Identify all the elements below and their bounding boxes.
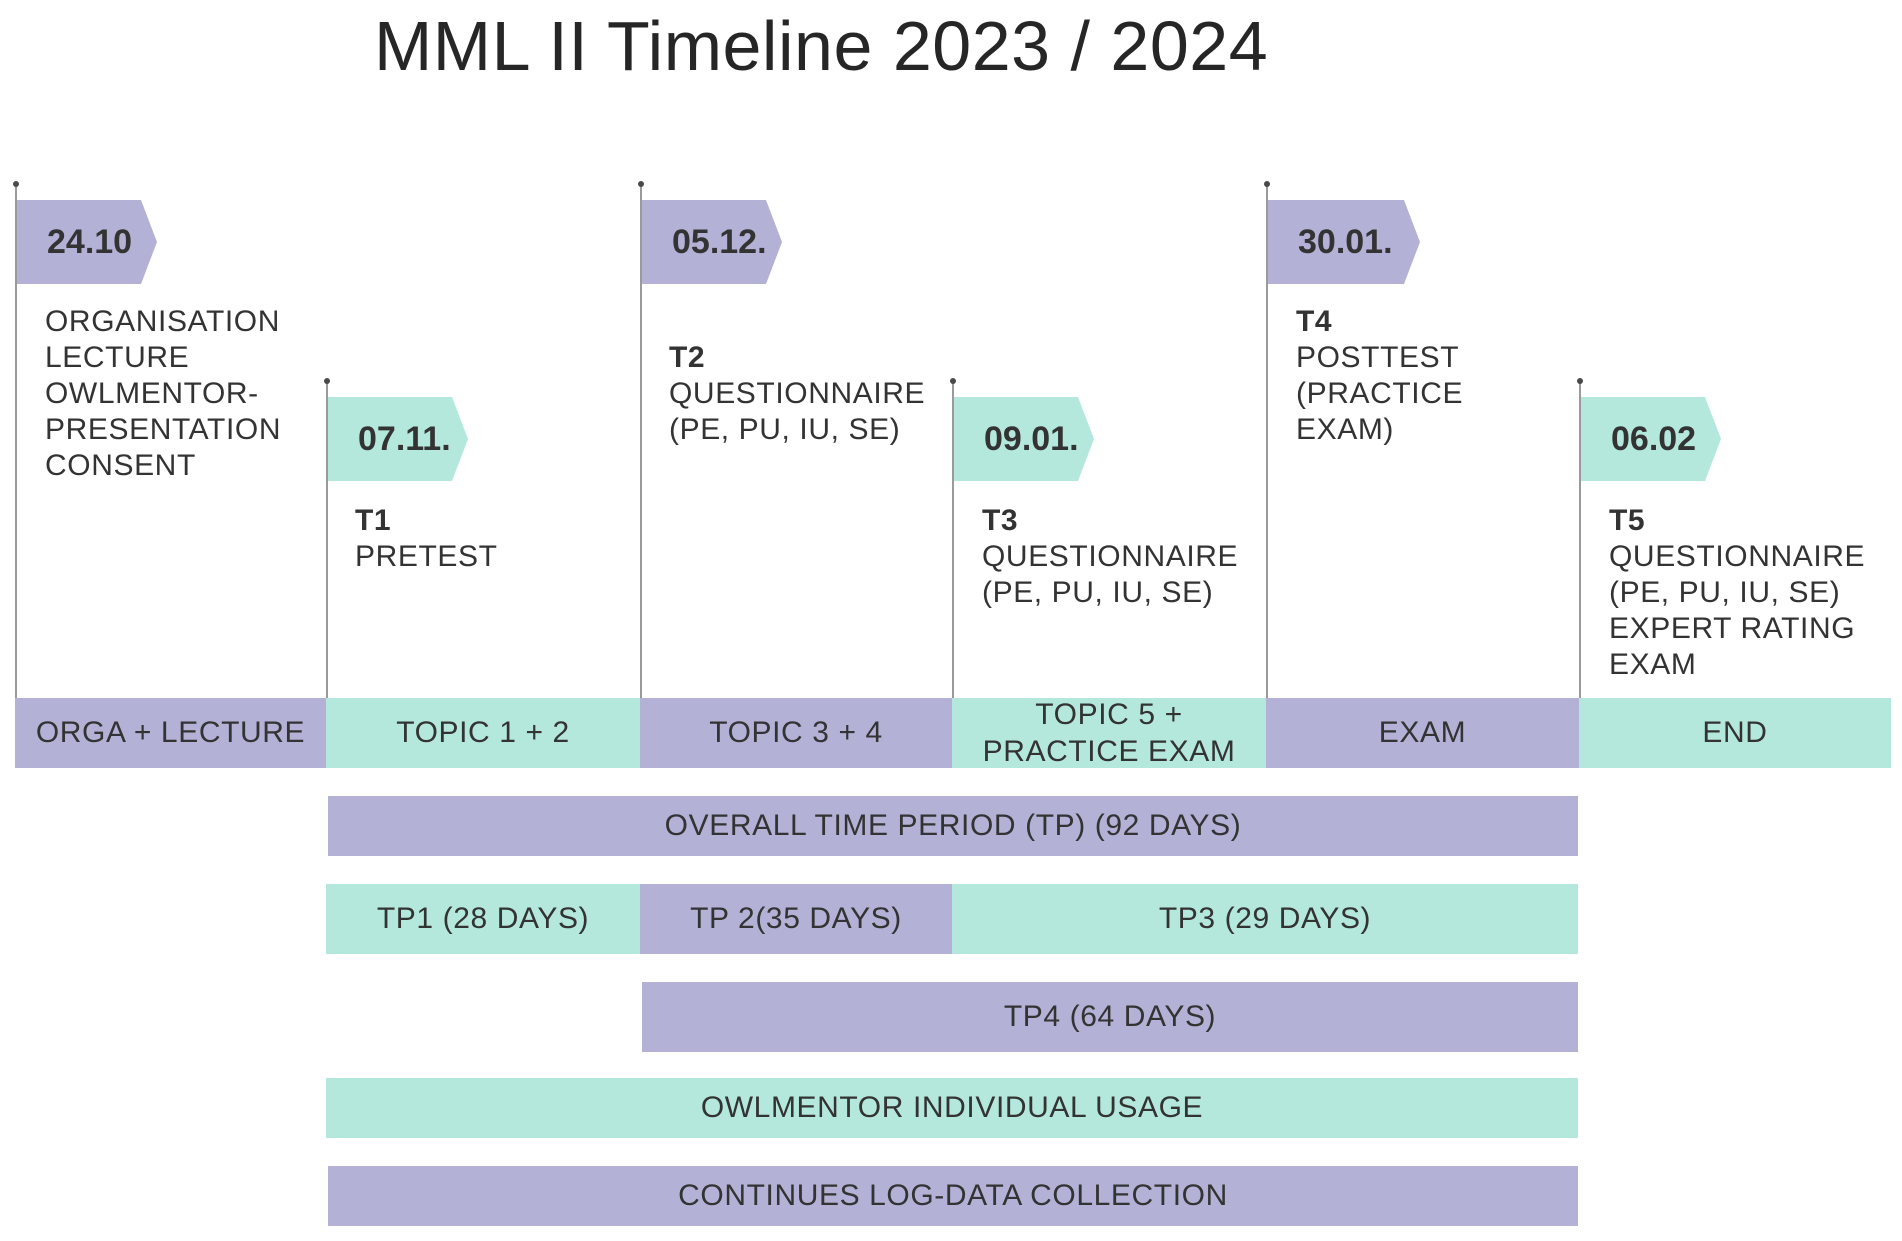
phase-topic-5-practice-exam: TOPIC 5 + PRACTICE EXAM bbox=[952, 698, 1266, 768]
milestone-note-line: PRETEST bbox=[355, 540, 498, 573]
milestone-note-line: PRESENTATION bbox=[45, 413, 282, 446]
milestone-date-flag-6: 06.02 bbox=[1581, 397, 1721, 481]
milestone-note-line: (PRACTICE bbox=[1296, 377, 1464, 410]
milestone-date-flag-4: 09.01. bbox=[954, 397, 1094, 481]
diagram-title: MML II Timeline 2023 / 2024 bbox=[374, 7, 1269, 85]
milestone-note-line: EXAM bbox=[1609, 648, 1697, 681]
milestone-note-3: T2 QUESTIONNAIRE (PE, PU, IU, SE) bbox=[669, 340, 925, 448]
milestone-note-1: ORGANISATION LECTURE OWLMENTOR- PRESENTA… bbox=[45, 304, 281, 484]
milestone-note-line: CONSENT bbox=[45, 449, 196, 482]
milestone-date-flag-2: 07.11. bbox=[328, 397, 468, 481]
milestone-label: T1 bbox=[355, 504, 392, 537]
milestone-pole-3 bbox=[638, 181, 644, 698]
milestone-note-6: T5 QUESTIONNAIRE (PE, PU, IU, SE) EXPERT… bbox=[1609, 503, 1865, 683]
milestone-label: T5 bbox=[1609, 504, 1646, 537]
milestone-pole-4 bbox=[950, 378, 956, 698]
tp4-bar: TP4 (64 DAYS) bbox=[642, 982, 1578, 1052]
tp1-bar: TP1 (28 DAYS) bbox=[326, 884, 640, 954]
milestone-note-line: POSTTEST bbox=[1296, 341, 1460, 374]
tp2-bar: TP 2(35 DAYS) bbox=[640, 884, 952, 954]
milestone-note-line: (PE, PU, IU, SE) bbox=[1609, 576, 1841, 609]
phase-line: PRACTICE EXAM bbox=[982, 735, 1236, 768]
milestone-note-line: OWLMENTOR- bbox=[45, 377, 259, 410]
phase-exam: EXAM bbox=[1266, 698, 1579, 768]
phase-line: TOPIC 5 + bbox=[1035, 698, 1183, 731]
phase-topic-3-4: TOPIC 3 + 4 bbox=[640, 698, 952, 768]
milestone-date-flag-3: 05.12. bbox=[642, 200, 782, 284]
phase-orga-lecture: ORGA + LECTURE bbox=[15, 698, 326, 768]
log-data-collection-bar: CONTINUES LOG-DATA COLLECTION bbox=[328, 1166, 1578, 1226]
milestone-note-2: T1 PRETEST bbox=[355, 503, 498, 575]
milestone-note-line: QUESTIONNAIRE bbox=[669, 377, 926, 410]
owlmentor-usage-bar: OWLMENTOR INDIVIDUAL USAGE bbox=[326, 1078, 1578, 1138]
milestone-note-line: (PE, PU, IU, SE) bbox=[982, 576, 1214, 609]
milestone-note-line: EXPERT RATING bbox=[1609, 612, 1856, 645]
phase-end: END bbox=[1579, 698, 1891, 768]
milestone-pole-2 bbox=[324, 378, 330, 698]
milestone-note-5: T4 POSTTEST (PRACTICE EXAM) bbox=[1296, 304, 1463, 448]
tp3-bar: TP3 (29 DAYS) bbox=[952, 884, 1578, 954]
milestone-pole-1 bbox=[13, 181, 19, 698]
milestone-note-line: QUESTIONNAIRE bbox=[982, 540, 1239, 573]
milestone-note-line: QUESTIONNAIRE bbox=[1609, 540, 1866, 573]
milestone-note-line: ORGANISATION bbox=[45, 305, 280, 338]
milestone-note-line: LECTURE bbox=[45, 341, 190, 374]
milestone-note-line: (PE, PU, IU, SE) bbox=[669, 413, 901, 446]
milestone-label: T4 bbox=[1296, 305, 1333, 338]
milestone-label: T3 bbox=[982, 504, 1019, 537]
milestone-note-line: EXAM) bbox=[1296, 413, 1395, 446]
milestone-pole-5 bbox=[1264, 181, 1270, 698]
milestone-date-flag-5: 30.01. bbox=[1268, 200, 1420, 284]
milestone-label: T2 bbox=[669, 341, 706, 374]
milestone-note-4: T3 QUESTIONNAIRE (PE, PU, IU, SE) bbox=[982, 503, 1238, 611]
overall-time-period-bar: OVERALL TIME PERIOD (TP) (92 DAYS) bbox=[328, 796, 1578, 856]
milestone-date-flag-1: 24.10 bbox=[17, 200, 157, 284]
milestone-pole-6 bbox=[1577, 378, 1583, 698]
phase-topic-1-2: TOPIC 1 + 2 bbox=[326, 698, 640, 768]
